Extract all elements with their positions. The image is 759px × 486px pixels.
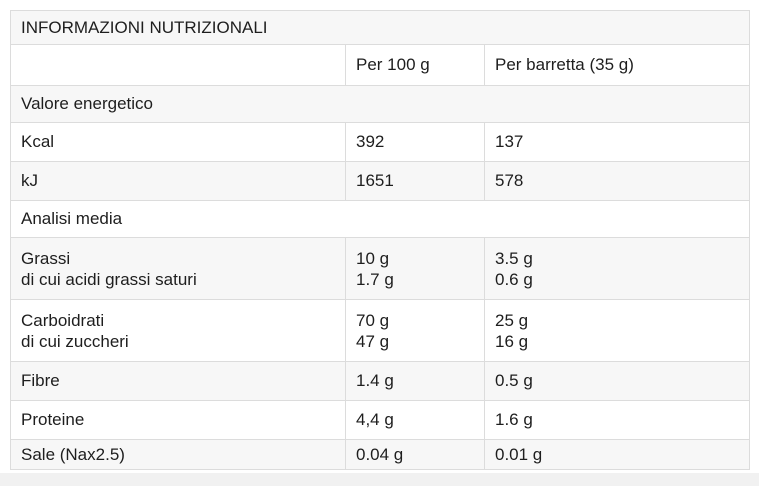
row-label: kJ <box>10 161 346 201</box>
value-main: 25 g <box>495 310 529 330</box>
section-row-analysis: Analisi media <box>9 200 751 238</box>
row-label: Kcal <box>10 122 346 162</box>
value-per-barretta: 137 <box>483 122 751 162</box>
value-per-100g: 1651 <box>345 161 485 201</box>
row-label: Sale (Nax2.5) <box>10 439 346 470</box>
value-sub: 47 g <box>356 331 390 351</box>
table-row-protein: Proteine 4,4 g 1.6 g <box>10 400 751 440</box>
value-per-barretta: 3.5 g 0.6 g <box>483 237 751 300</box>
table-row-kj: kJ 1651 578 <box>10 161 751 201</box>
value-per-barretta: 578 <box>483 161 751 201</box>
table-row-fiber: Fibre 1.4 g 0.5 g <box>10 361 751 401</box>
column-header-per-100g: Per 100 g <box>345 44 485 86</box>
value-per-barretta: 25 g 16 g <box>483 299 751 362</box>
value-main: 70 g <box>356 310 390 330</box>
nutrition-table: INFORMAZIONI NUTRIZIONALI Per 100 g Per … <box>9 10 751 470</box>
value-per-100g: 392 <box>345 122 485 162</box>
value-per-barretta: 0.01 g <box>483 439 751 470</box>
table-row-kcal: Kcal 392 137 <box>10 122 751 162</box>
row-label: Proteine <box>10 400 346 440</box>
table-row-salt: Sale (Nax2.5) 0.04 g 0.01 g <box>10 439 751 470</box>
value-main: 10 g <box>356 248 390 268</box>
row-label-sub: di cui acidi grassi saturi <box>21 269 197 289</box>
column-header-per-barretta: Per barretta (35 g) <box>483 44 751 86</box>
value-per-barretta: 1.6 g <box>483 400 751 440</box>
section-label-energy: Valore energetico <box>9 85 751 123</box>
value-per-100g: 0.04 g <box>345 439 485 470</box>
row-label: Fibre <box>10 361 346 401</box>
section-row-energy: Valore energetico <box>9 85 751 123</box>
table-row-carbs: Carboidrati di cui zuccheri 70 g 47 g 25… <box>10 299 751 362</box>
value-per-100g: 1.4 g <box>345 361 485 401</box>
table-row-fats: Grassi di cui acidi grassi saturi 10 g 1… <box>10 237 751 300</box>
value-sub: 0.6 g <box>495 269 533 289</box>
row-label-sub: di cui zuccheri <box>21 331 129 351</box>
section-label-analysis: Analisi media <box>9 200 751 238</box>
value-sub: 1.7 g <box>356 269 394 289</box>
value-per-barretta: 0.5 g <box>483 361 751 401</box>
row-label: Carboidrati di cui zuccheri <box>10 299 346 362</box>
value-per-100g: 4,4 g <box>345 400 485 440</box>
row-label-main: Carboidrati <box>21 310 105 330</box>
page-bottom-strip <box>0 473 759 486</box>
row-label-main: Grassi <box>21 248 71 268</box>
table-title: INFORMAZIONI NUTRIZIONALI <box>9 10 751 45</box>
column-header-row: Per 100 g Per barretta (35 g) <box>10 44 751 86</box>
column-header-empty <box>10 44 346 86</box>
value-per-100g: 10 g 1.7 g <box>345 237 485 300</box>
table-title-row: INFORMAZIONI NUTRIZIONALI <box>9 10 751 45</box>
value-main: 3.5 g <box>495 248 533 268</box>
value-per-100g: 70 g 47 g <box>345 299 485 362</box>
value-sub: 16 g <box>495 331 529 351</box>
row-label: Grassi di cui acidi grassi saturi <box>10 237 346 300</box>
